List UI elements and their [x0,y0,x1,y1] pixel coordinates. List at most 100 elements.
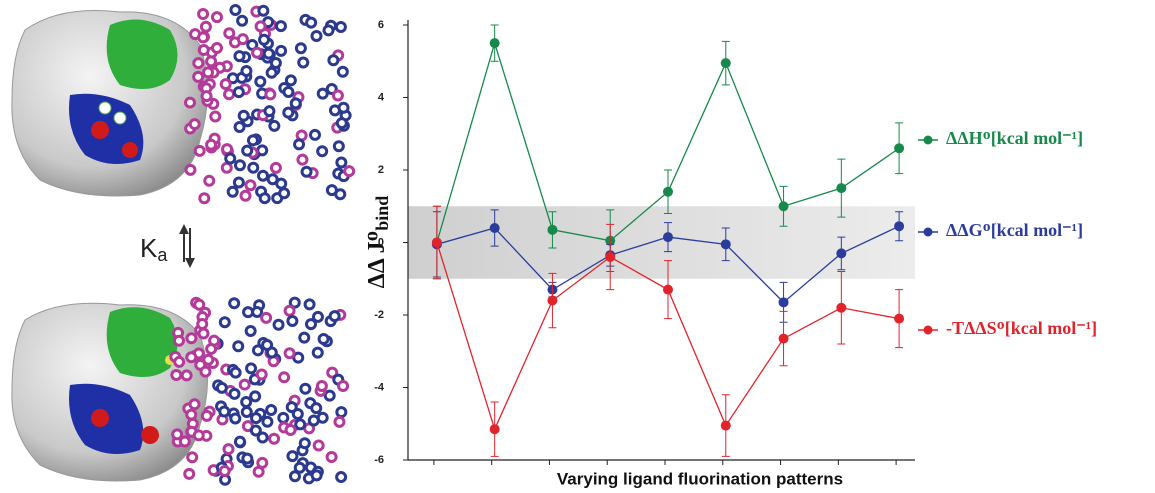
water-dot [303,298,316,311]
water-dot [278,187,291,200]
water-dot [203,174,216,187]
water-dot [219,78,232,91]
water-dot [335,117,348,130]
equilibrium-label: Ka [140,233,168,265]
data-point [778,201,789,212]
water-dot [210,11,223,24]
water-dot [325,184,338,197]
data-point [836,248,847,259]
data-point [836,302,847,313]
data-point [778,297,789,308]
water-dot [292,351,305,364]
water-dot [311,346,324,359]
water-dot [288,470,301,483]
water-dot [236,33,249,46]
data-point [489,38,500,49]
y-tick-label: -2 [374,309,384,321]
arrow-head [179,224,189,234]
water-dot [282,85,295,98]
water-dot [197,43,210,56]
water-dot [215,381,228,394]
water-dot [293,138,306,151]
water-dot [268,119,281,132]
water-dot [224,152,237,165]
water-dot [185,332,198,345]
water-dot [223,27,236,40]
water-dot [170,369,183,382]
water-dot [240,64,253,77]
data-point [720,239,731,250]
water-dot [247,161,260,174]
data-point [547,224,558,235]
water-dot [251,344,264,357]
water-dot [316,87,329,100]
water-dot [262,47,275,60]
water-dot [293,461,306,474]
water-dot [328,310,341,323]
water-dot [196,318,209,331]
water-dot [326,366,339,379]
x-axis-title: Varying ligand fluorination patterns [557,469,843,488]
water-dot [258,192,271,205]
water-dot [283,304,296,317]
water-dot [332,140,345,153]
water-dot [228,387,241,400]
y-tick-label: 0 [378,236,384,248]
water-dot [199,20,212,33]
chart: ΔΔ Jᴼbind Varying ligand fluorination pa… [364,19,1098,489]
data-point [663,284,673,295]
water-dot [184,163,197,176]
water-dot [232,86,245,99]
data-point [836,183,847,194]
water-dot [288,296,301,309]
water-dot [188,118,201,131]
water-dot [311,310,324,323]
protein-bound [11,10,208,197]
water-dot [244,325,257,338]
data-point [605,252,616,262]
water-dot [289,97,302,110]
water-dot [192,70,205,83]
water-dot [309,128,322,141]
water-dot [277,411,290,424]
water-dot [220,161,233,174]
water-dot [294,42,307,55]
water-dot [305,16,318,29]
illustration: Ka [11,4,356,486]
water-dot [226,185,239,198]
water-dot [241,144,254,157]
water-dot [209,110,222,123]
water-dot [202,66,215,79]
data-point [663,232,673,243]
water-dot [298,331,311,344]
water-dot [233,120,246,133]
water-dot [188,398,201,411]
water-dot [255,368,268,381]
data-point [489,424,500,435]
water-dot [310,29,323,42]
water-dot [233,435,246,448]
water-dot [226,72,239,85]
water-dot [180,369,193,382]
y-axis-title: ΔΔ Jᴼbind [364,196,393,289]
water-dot [310,469,323,482]
water-dot [261,415,274,428]
water-dot [237,109,250,122]
water-dot [285,401,298,414]
water-dot [286,450,299,463]
water-dot [294,418,307,431]
water-dot [245,362,258,375]
water-dot [299,382,312,395]
water-dot [173,355,186,368]
y-label: ΔΔ Jᴼ [364,231,390,289]
data-point [778,333,789,344]
water-dot [335,406,348,419]
water-dot [232,176,245,189]
water-dot [343,165,356,178]
water-dot [250,412,263,425]
water-dot [254,20,267,33]
water-dot [335,471,348,484]
data-point [431,237,442,248]
water-dot [266,173,279,186]
